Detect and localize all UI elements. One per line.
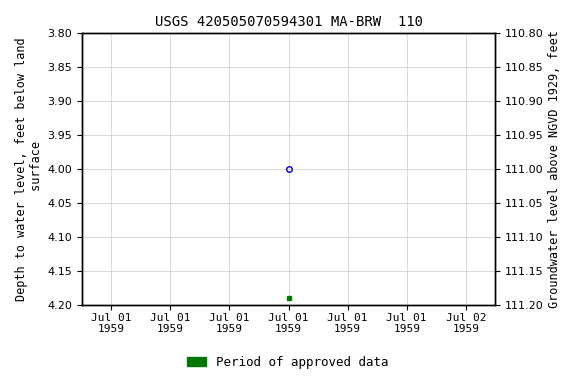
Title: USGS 420505070594301 MA-BRW  110: USGS 420505070594301 MA-BRW 110: [154, 15, 423, 29]
Y-axis label: Groundwater level above NGVD 1929, feet: Groundwater level above NGVD 1929, feet: [548, 30, 561, 308]
Legend: Period of approved data: Period of approved data: [183, 351, 393, 374]
Y-axis label: Depth to water level, feet below land
 surface: Depth to water level, feet below land su…: [15, 37, 43, 301]
